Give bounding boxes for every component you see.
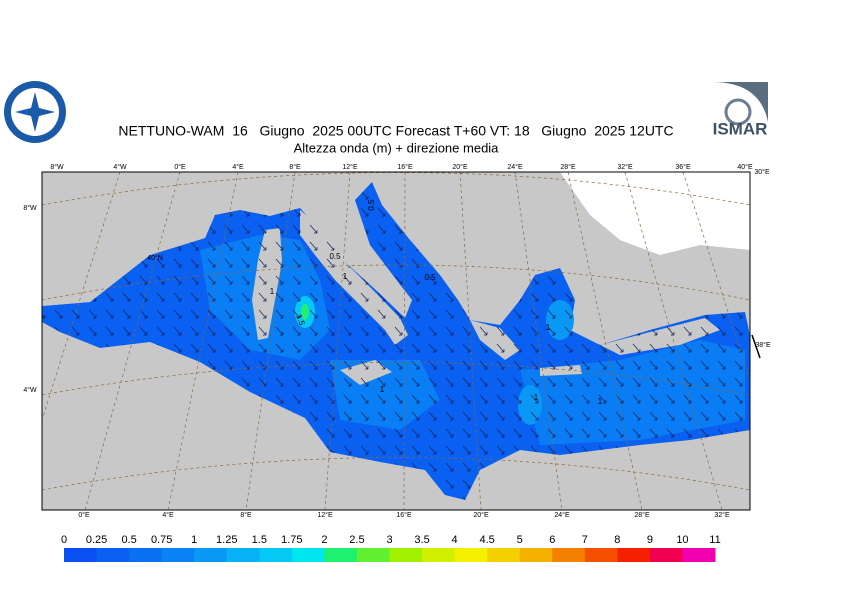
legend-swatch [291, 548, 325, 562]
legend-label: 2.5 [349, 534, 364, 546]
legend-label: 6 [549, 534, 555, 546]
contour-label: 0.5 [329, 252, 341, 261]
top-label: 40°E [737, 163, 753, 171]
corner-label: 30°E [754, 168, 770, 176]
legend-swatch [129, 548, 163, 562]
legend-label: 2 [321, 534, 327, 546]
legend-label: 1.25 [216, 534, 237, 546]
legend-label: 7 [582, 534, 588, 546]
legend-swatch [487, 548, 521, 562]
legend-swatch [194, 548, 228, 562]
contour-label: 1 [380, 385, 385, 394]
top-label: 36°E [675, 163, 691, 171]
bottom-label: 4°E [162, 511, 174, 519]
subtitle: Altezza onda (m) + direzione media [294, 140, 500, 155]
bottom-label: 28°E [634, 511, 650, 519]
legend-swatch [584, 548, 618, 562]
contour-label: 1 [534, 393, 539, 402]
top-label: 12°E [342, 163, 358, 171]
left-logo [4, 81, 66, 143]
logo-text: ISMAR [713, 119, 768, 138]
top-label: 16°E [397, 163, 413, 171]
inner-label: 40°N [147, 254, 163, 262]
legend-label: 11 [709, 534, 720, 546]
left-label: 4°W [23, 386, 37, 394]
legend-label: 1.75 [281, 534, 302, 546]
legend-swatch [617, 548, 651, 562]
top-label: 0°E [174, 163, 186, 171]
contour-label: 1.5 [294, 313, 306, 327]
legend-label: 0.5 [121, 534, 136, 546]
legend-label: 1.5 [252, 534, 267, 546]
legend-swatch [649, 548, 683, 562]
legend-swatch [519, 548, 553, 562]
legend-swatch [356, 548, 390, 562]
legend-label: 1 [191, 534, 197, 546]
legend-swatch [226, 548, 260, 562]
legend-swatch [259, 548, 293, 562]
legend-label: 0.25 [86, 534, 107, 546]
legend-swatch [64, 548, 98, 562]
bottom-label: 16°E [396, 511, 412, 519]
top-label: 8°W [50, 163, 64, 171]
legend-label: 10 [676, 534, 688, 546]
legend-label: 4 [452, 534, 458, 546]
legend-swatch [682, 548, 716, 562]
bottom-label: 8°E [240, 511, 252, 519]
top-label: 20°E [452, 163, 468, 171]
legend-label: 3 [386, 534, 392, 546]
legend-swatch [96, 548, 130, 562]
legend-label: 0 [61, 534, 67, 546]
legend-swatch [161, 548, 195, 562]
contour-label: 1 [546, 323, 551, 332]
right-label: 38°E [755, 341, 771, 349]
top-label: 32°E [617, 163, 633, 171]
top-label: 24°E [507, 163, 523, 171]
legend-swatch [552, 548, 586, 562]
legend-swatch [389, 548, 423, 562]
ismar-logo: ISMAR [710, 80, 770, 142]
left-label: 8°W [23, 204, 37, 212]
contour-label: 1 [270, 287, 275, 296]
contour-label: 1 [598, 397, 603, 406]
contour-label: 0.5 [367, 199, 376, 211]
title: NETTUNO-WAM 16 Giugno 2025 00UTC Forecas… [118, 123, 673, 139]
arrow [751, 334, 761, 359]
map-frame [41, 171, 751, 511]
top-label: 28°E [560, 163, 576, 171]
legend-label: 3.5 [414, 534, 429, 546]
legend-label: 9 [647, 534, 653, 546]
legend-label: 4.5 [480, 534, 495, 546]
top-label: 8°E [289, 163, 301, 171]
bottom-label: 12°E [317, 511, 333, 519]
legend-swatch [324, 548, 358, 562]
bottom-label: 0°E [78, 511, 90, 519]
legend-label: 8 [614, 534, 620, 546]
legend-label: 0.75 [151, 534, 172, 546]
contour-label: 0.5 [424, 273, 436, 282]
bottom-label: 24°E [554, 511, 570, 519]
top-label: 4°E [232, 163, 244, 171]
legend-swatch [422, 548, 456, 562]
contour-label: 1 [343, 272, 348, 281]
bottom-label: 20°E [473, 511, 489, 519]
bottom-label: 32°E [714, 511, 730, 519]
top-label: 4°W [113, 163, 127, 171]
legend-swatch [454, 548, 488, 562]
legend-label: 5 [517, 534, 523, 546]
map [42, 172, 750, 510]
